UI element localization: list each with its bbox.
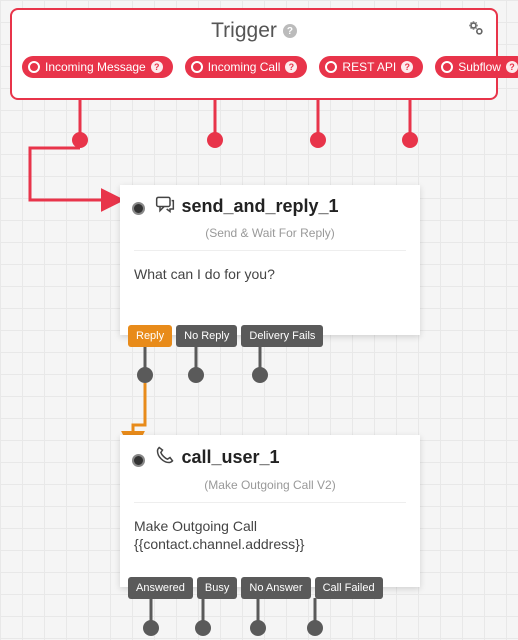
output-tab-busy[interactable]: Busy xyxy=(197,577,237,599)
connector-dot[interactable] xyxy=(143,620,159,636)
output-tab-no-answer[interactable]: No Answer xyxy=(241,577,310,599)
connector-dot[interactable] xyxy=(188,367,204,383)
output-tab-call-failed[interactable]: Call Failed xyxy=(315,577,383,599)
node-input-port[interactable] xyxy=(132,454,145,467)
trigger-header: Trigger ? xyxy=(12,10,496,52)
connector-dot[interactable] xyxy=(72,132,88,148)
node-body-text: Make Outgoing Call{{contact.channel.addr… xyxy=(120,503,420,571)
node-outputs: AnsweredBusyNo AnswerCall Failed xyxy=(128,577,383,599)
pill-label: Incoming Call xyxy=(208,60,281,74)
trigger-pill-2[interactable]: REST API? xyxy=(319,56,423,78)
connector-dot[interactable] xyxy=(195,620,211,636)
output-tab-answered[interactable]: Answered xyxy=(128,577,193,599)
node-header: call_user_1 xyxy=(120,435,420,472)
connector-dot[interactable] xyxy=(207,132,223,148)
trigger-pill-1[interactable]: Incoming Call? xyxy=(185,56,308,78)
node-header: send_and_reply_1 xyxy=(120,185,420,220)
phone-icon xyxy=(155,445,175,470)
node-subtitle: (Send & Wait For Reply) xyxy=(134,220,406,251)
help-icon[interactable]: ? xyxy=(283,24,297,38)
help-icon[interactable]: ? xyxy=(151,61,163,73)
node-outputs: ReplyNo ReplyDelivery Fails xyxy=(128,325,323,347)
trigger-widget[interactable]: Trigger ? Incoming Message?Incoming Call… xyxy=(10,8,498,100)
pill-label: Subflow xyxy=(458,60,501,74)
connector-dot[interactable] xyxy=(252,367,268,383)
gear-icon[interactable] xyxy=(466,18,486,43)
trigger-pill-0[interactable]: Incoming Message? xyxy=(22,56,173,78)
pill-ring-icon xyxy=(325,61,337,73)
connector-dot[interactable] xyxy=(402,132,418,148)
node-send-and-reply[interactable]: send_and_reply_1 (Send & Wait For Reply)… xyxy=(120,185,420,335)
chat-icon xyxy=(155,195,175,218)
connector-dot[interactable] xyxy=(137,367,153,383)
output-tab-reply[interactable]: Reply xyxy=(128,325,172,347)
pill-ring-icon xyxy=(441,61,453,73)
trigger-pill-3[interactable]: Subflow? xyxy=(435,56,518,78)
help-icon[interactable]: ? xyxy=(401,61,413,73)
trigger-pills-row: Incoming Message?Incoming Call?REST API?… xyxy=(12,56,496,78)
pill-ring-icon xyxy=(28,61,40,73)
pill-label: REST API xyxy=(342,60,396,74)
trigger-title: Trigger ? xyxy=(211,19,297,43)
pill-ring-icon xyxy=(191,61,203,73)
node-title-text: call_user_1 xyxy=(181,447,279,468)
node-call-user[interactable]: call_user_1 (Make Outgoing Call V2) Make… xyxy=(120,435,420,587)
output-tab-delivery-fails[interactable]: Delivery Fails xyxy=(241,325,323,347)
node-title: send_and_reply_1 xyxy=(155,195,338,218)
pill-label: Incoming Message xyxy=(45,60,146,74)
help-icon[interactable]: ? xyxy=(285,61,297,73)
node-input-port[interactable] xyxy=(132,202,145,215)
help-icon[interactable]: ? xyxy=(506,61,518,73)
trigger-title-text: Trigger xyxy=(211,19,277,43)
connector-dot[interactable] xyxy=(310,132,326,148)
node-title-text: send_and_reply_1 xyxy=(181,196,338,217)
node-title: call_user_1 xyxy=(155,445,279,470)
connector-dot[interactable] xyxy=(250,620,266,636)
connector-dot[interactable] xyxy=(307,620,323,636)
node-body-text: What can I do for you? xyxy=(120,251,420,301)
node-subtitle: (Make Outgoing Call V2) xyxy=(134,472,406,503)
output-tab-no-reply[interactable]: No Reply xyxy=(176,325,237,347)
